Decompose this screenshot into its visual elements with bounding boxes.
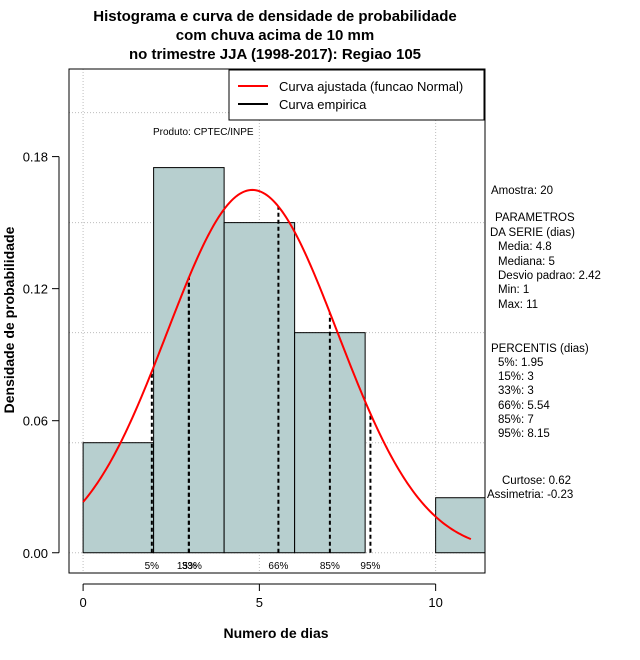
stat-curtose: Curtose: 0.62 [502, 475, 571, 487]
chart-title-line-2: com chuva acima de 10 mm [176, 27, 374, 44]
percentile-label: 5% [145, 561, 160, 572]
chart-title-line-1: Histograma e curva de densidade de proba… [93, 8, 456, 25]
stat-desvio: Desvio padrao: 2.42 [498, 270, 601, 282]
normal-curve-path [82, 188, 472, 541]
y-tick-label: 0.18 [23, 150, 48, 165]
percentile-label: 66% [268, 561, 288, 572]
y-tick-label: 0.00 [23, 546, 48, 561]
histogram-bar [294, 332, 366, 554]
percentile-lines: 5% 15%33% 66% 85% 95% [145, 206, 381, 572]
legend-label-empirical: Curva empirica [279, 97, 367, 112]
perc-85: 85%: 7 [498, 414, 534, 426]
perc-95: 95%: 8.15 [498, 428, 550, 440]
x-axis-label: Numero de dias [223, 625, 328, 641]
params-title-1: PARAMETROS [495, 212, 575, 224]
stat-mediana: Mediana: 5 [498, 256, 555, 268]
percentile-label: 33% [182, 561, 202, 572]
plot-frame [68, 68, 486, 574]
percentile-label: 95% [360, 561, 380, 572]
percentis-title: PERCENTIS (dias) [491, 343, 589, 355]
stat-assimetria: Assimetria: -0.23 [487, 489, 573, 501]
percentile-label: 85% [320, 561, 340, 572]
perc-5: 5%: 1.95 [498, 357, 543, 369]
stat-min: Min: 1 [498, 284, 529, 296]
legend-label-fitted: Curva ajustada (funcao Normal) [279, 79, 463, 94]
product-annotation: Produto: CPTEC/INPE [153, 127, 254, 138]
x-tick-label: 0 [79, 595, 86, 610]
histogram-bar [435, 497, 486, 554]
y-tick-label: 0.12 [23, 282, 48, 297]
stat-media: Media: 4.8 [498, 241, 552, 253]
axes: 0.00 0.06 0.12 0.18 0 5 10 [23, 150, 443, 610]
perc-66: 66%: 5.54 [498, 400, 550, 412]
y-tick-label: 0.06 [23, 414, 48, 429]
histogram-bar [223, 222, 296, 554]
stats-panel: Amostra: 20 PARAMETROS DA SERIE (dias) M… [487, 185, 601, 501]
legend: Curva ajustada (funcao Normal) Curva emp… [228, 69, 485, 121]
normal-curve [82, 188, 472, 541]
chart-title-line-3: no trimestre JJA (1998-2017): Regiao 105 [129, 46, 421, 63]
perc-33: 33%: 3 [498, 385, 534, 397]
sample-size: Amostra: 20 [491, 185, 553, 197]
x-tick-label: 5 [256, 595, 263, 610]
stat-max: Max: 11 [498, 299, 538, 311]
histogram-bars [82, 167, 486, 554]
y-axis-label: Densidade de probabilidade [1, 226, 17, 413]
percentile-label: 15% [177, 561, 197, 572]
params-title-2: DA SERIE (dias) [490, 227, 575, 239]
perc-15: 15%: 3 [498, 371, 534, 383]
legend-box [228, 69, 485, 121]
histogram-bar [82, 442, 155, 554]
x-tick-label: 10 [428, 595, 442, 610]
